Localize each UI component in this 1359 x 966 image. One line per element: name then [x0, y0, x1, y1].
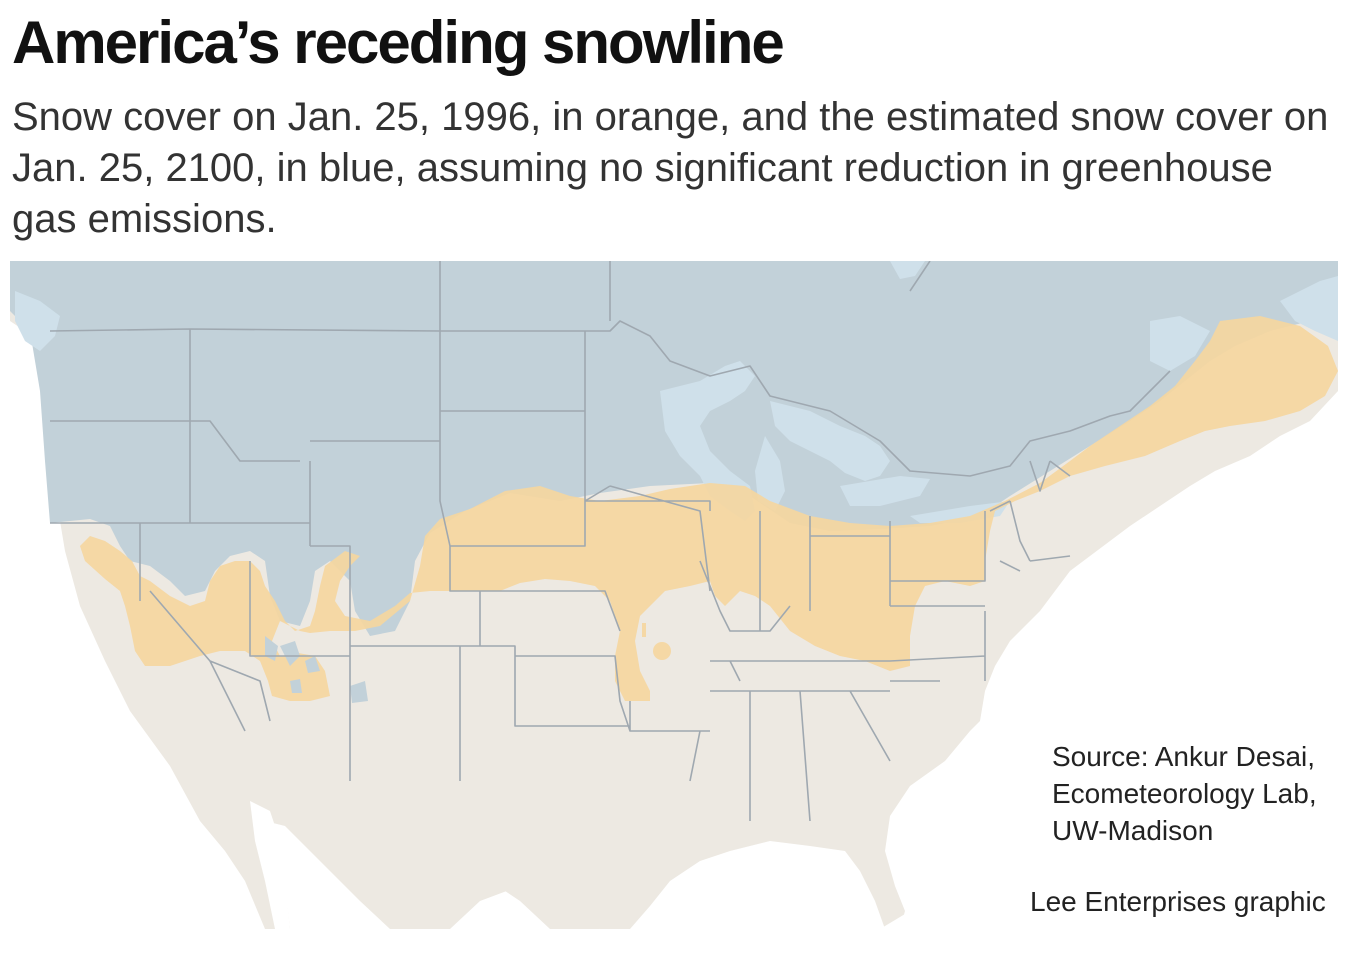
map-subtitle: Snow cover on Jan. 25, 1996, in orange, …	[12, 95, 1329, 241]
snow-1996-patch-2	[642, 623, 646, 637]
snow-cover-1996	[80, 316, 1338, 701]
great-lakes	[660, 361, 1010, 523]
baja-water	[250, 801, 290, 929]
snow-1996-patch	[653, 642, 671, 660]
state-boundaries	[49, 261, 1171, 822]
page-title: America’s receding snowline	[12, 9, 785, 76]
snow-cover-map	[10, 261, 1338, 929]
graphic-credit: Lee Enterprises graphic	[1030, 886, 1326, 917]
snow-cover-2100	[10, 261, 1338, 636]
source-credit: Source: Ankur Desai, Ecometeorology Lab,…	[1052, 741, 1317, 846]
mexico-land	[350, 781, 600, 929]
snow-cover-2100-patches	[265, 636, 368, 703]
florida-water	[880, 891, 965, 929]
